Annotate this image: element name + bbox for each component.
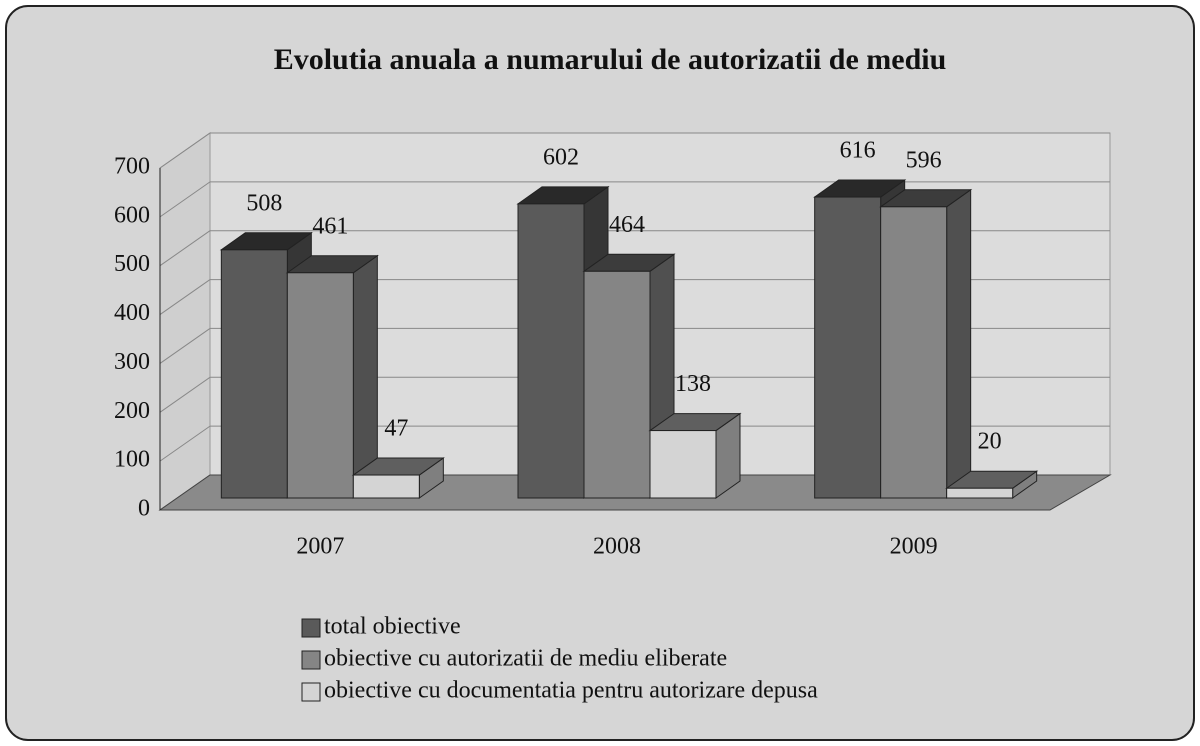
legend-swatch — [301, 682, 321, 702]
x-tick-label: 2007 — [296, 534, 344, 560]
y-tick-label: 300 — [114, 349, 150, 375]
legend-label: obiective cu documentatia pentru autoriz… — [324, 678, 818, 704]
data-label: 602 — [543, 144, 579, 170]
legend-label: total obiective — [324, 614, 461, 640]
grid-line-side — [159, 425, 211, 462]
y-tick-label: 0 — [138, 496, 150, 522]
bar — [648, 412, 742, 499]
bar-front — [220, 249, 288, 499]
bar-front — [286, 272, 354, 499]
grid-line-side — [159, 181, 211, 218]
bar-side — [946, 188, 972, 499]
bar-front — [352, 474, 420, 499]
bar — [945, 470, 1039, 499]
data-label: 508 — [246, 190, 282, 216]
grid-line-side — [159, 328, 211, 364]
data-label: 461 — [312, 213, 348, 239]
bar — [879, 188, 973, 499]
y-tick-label: 700 — [114, 154, 150, 180]
data-label: 464 — [609, 212, 645, 238]
y-tick-label: 100 — [114, 447, 150, 473]
chart-title: Evolutia anuala a numarului de autorizat… — [274, 43, 947, 76]
grid-line-side — [159, 376, 211, 413]
data-label: 138 — [675, 371, 711, 397]
grid-line-side — [159, 230, 211, 267]
legend-swatch — [301, 650, 321, 670]
bar-front — [946, 487, 1014, 499]
grid-line-side — [159, 279, 211, 315]
x-tick-label: 2009 — [890, 534, 938, 560]
bar-front — [649, 430, 717, 499]
y-tick-label: 400 — [114, 300, 150, 326]
legend-swatch — [301, 618, 321, 638]
data-label: 596 — [906, 147, 942, 173]
x-tick-label: 2008 — [593, 534, 641, 560]
bar-front — [880, 206, 948, 499]
bar — [351, 457, 445, 499]
y-tick-label: 600 — [114, 202, 150, 228]
data-label: 616 — [840, 138, 876, 164]
bar-front — [517, 203, 585, 499]
y-tick-label: 200 — [114, 398, 150, 424]
data-label: 47 — [384, 416, 408, 442]
grid-line-side — [159, 132, 211, 169]
legend-label: obiective cu autorizatii de mediu eliber… — [324, 646, 727, 672]
bar-front — [814, 196, 882, 499]
side-wall — [159, 132, 211, 511]
bar-front — [583, 270, 651, 499]
data-label: 20 — [978, 429, 1002, 455]
y-tick-label: 500 — [114, 251, 150, 277]
bar — [285, 254, 379, 499]
